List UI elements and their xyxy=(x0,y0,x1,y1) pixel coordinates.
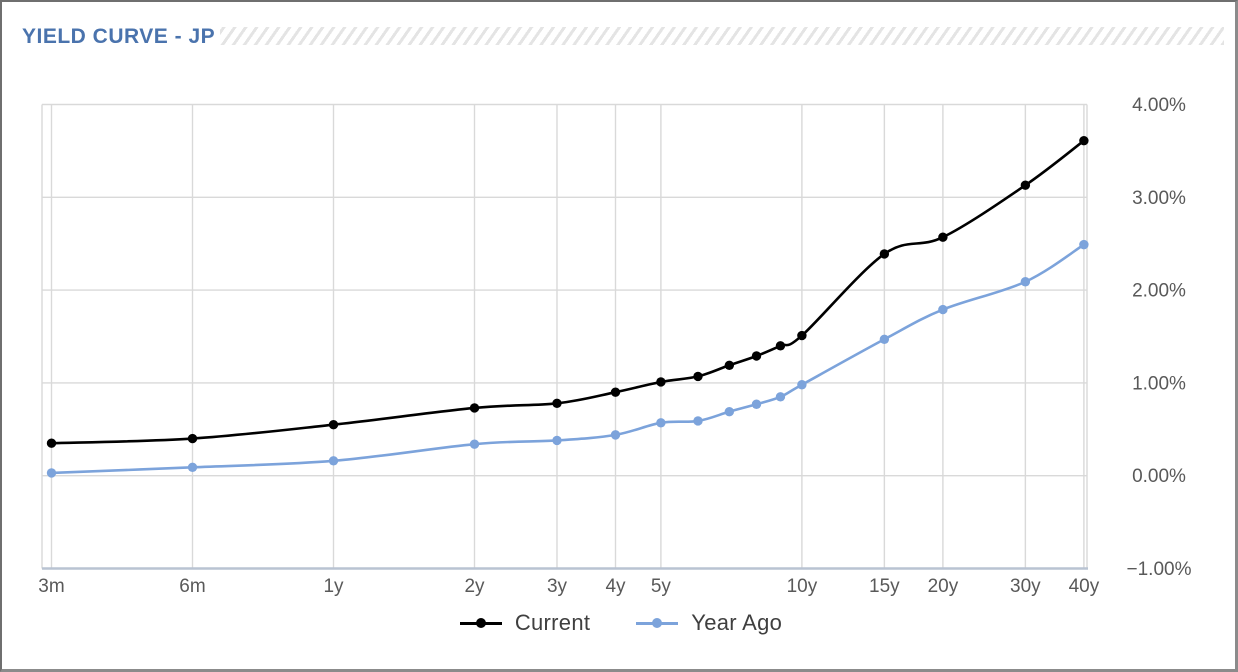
data-point-year-ago xyxy=(328,456,339,466)
x-tick-label: 4y xyxy=(605,576,626,597)
chart-title: YIELD CURVE - JP xyxy=(22,25,216,48)
data-point-year-ago xyxy=(938,304,948,315)
data-point-current xyxy=(938,232,948,242)
year-ago-series-marker-icon xyxy=(636,618,679,628)
data-point-current xyxy=(1079,135,1089,146)
data-point-year-ago xyxy=(797,380,807,390)
data-point-current xyxy=(1020,180,1031,190)
data-point-current xyxy=(610,387,621,397)
data-point-year-ago xyxy=(552,435,562,446)
x-tick-label: 40y xyxy=(1069,576,1100,597)
y-tick-label: 2.00% xyxy=(1132,281,1186,302)
x-tick-label: 6m xyxy=(179,576,205,597)
data-point-current xyxy=(879,249,890,259)
x-tick-label: 20y xyxy=(928,576,959,597)
data-point-year-ago xyxy=(46,468,57,478)
x-tick-label: 30y xyxy=(1010,576,1041,597)
y-tick-label: 1.00% xyxy=(1132,373,1186,394)
x-tick-label: 2y xyxy=(464,576,485,597)
y-tick-label: 0.00% xyxy=(1132,466,1186,487)
legend-item-year-ago: Year Ago xyxy=(636,610,782,636)
x-tick-label: 3m xyxy=(38,576,64,597)
data-point-year-ago xyxy=(1079,239,1089,250)
data-point-year-ago xyxy=(187,462,198,473)
legend-label-year-ago: Year Ago xyxy=(691,610,783,635)
data-point-current xyxy=(328,419,339,430)
x-tick-label: 10y xyxy=(787,576,818,597)
legend-label-current: Current xyxy=(514,610,591,635)
x-tick-label: 15y xyxy=(869,576,900,597)
data-point-current xyxy=(469,403,480,413)
data-point-year-ago xyxy=(724,406,735,417)
year-ago-series-dot-icon xyxy=(652,618,663,628)
data-point-current xyxy=(187,433,198,444)
data-point-year-ago xyxy=(775,392,786,402)
data-point-year-ago xyxy=(751,399,762,409)
x-tick-label: 3y xyxy=(547,576,568,597)
data-point-year-ago xyxy=(879,334,890,344)
data-point-current xyxy=(46,438,57,448)
data-point-year-ago xyxy=(469,439,480,449)
data-point-current xyxy=(724,360,735,370)
data-point-current xyxy=(751,351,762,361)
data-point-current xyxy=(656,377,666,387)
current-series-marker-icon xyxy=(459,618,502,628)
x-tick-label: 5y xyxy=(651,576,672,597)
data-point-year-ago xyxy=(1020,277,1031,287)
y-tick-label: 4.00% xyxy=(1132,95,1186,116)
data-point-year-ago xyxy=(610,430,621,440)
chart-legend: Current Year Ago xyxy=(2,605,1235,641)
data-point-year-ago xyxy=(656,418,666,428)
data-point-current xyxy=(797,330,807,341)
data-point-current xyxy=(693,371,703,382)
y-tick-label: −1.00% xyxy=(1127,559,1192,580)
y-tick-label: 3.00% xyxy=(1132,188,1186,209)
data-point-year-ago xyxy=(693,416,703,426)
series-line-current xyxy=(51,139,1085,445)
current-series-dot-icon xyxy=(475,618,486,628)
x-tick-label: 1y xyxy=(323,576,344,597)
data-point-current xyxy=(775,341,786,351)
data-point-current xyxy=(552,398,562,409)
legend-item-current: Current xyxy=(459,610,591,636)
title-hatch-decoration xyxy=(220,27,1224,45)
